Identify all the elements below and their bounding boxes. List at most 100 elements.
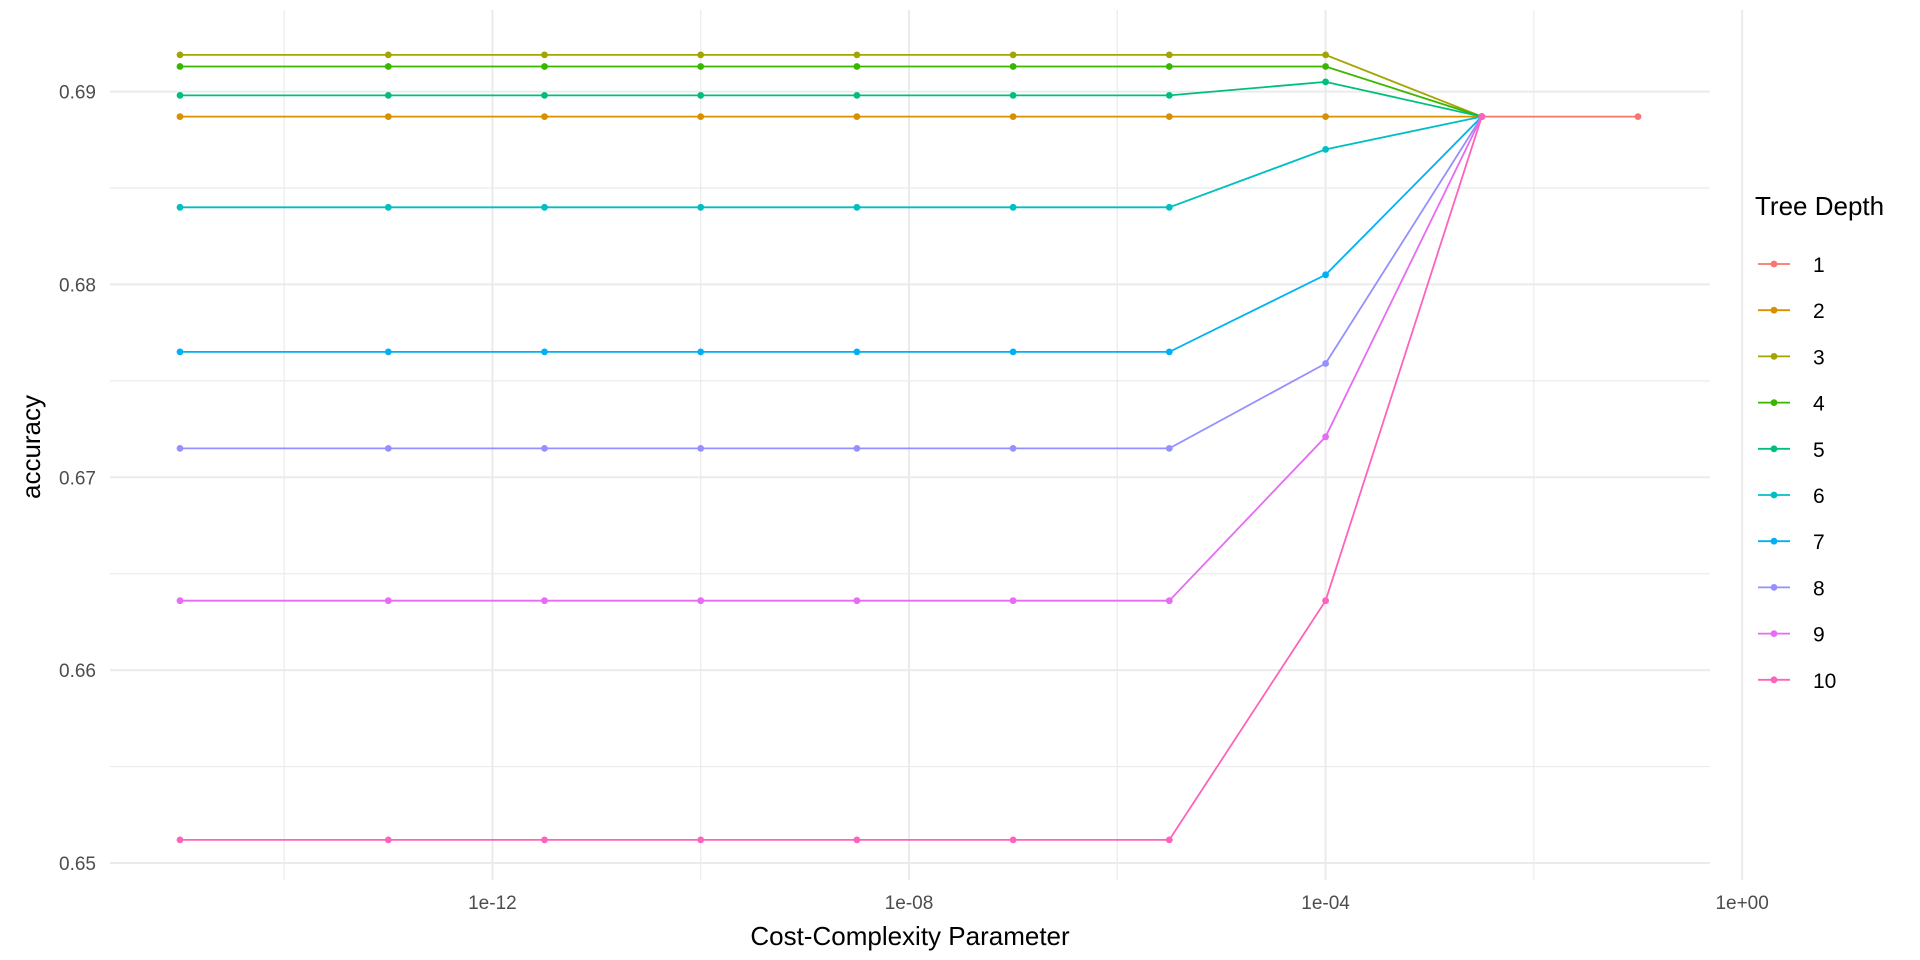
legend-label: 3 [1813, 346, 1825, 369]
data-point [697, 92, 705, 99]
data-point [176, 597, 184, 605]
legend-label: 1 [1813, 254, 1825, 277]
data-point [541, 445, 548, 452]
x-tick-label: 1e-12 [468, 893, 517, 914]
data-point [853, 203, 861, 211]
legend-item-1: 1 [1758, 254, 1825, 277]
data-point [1634, 113, 1642, 120]
legend-key-point [1770, 584, 1778, 591]
legend-item-9: 9 [1758, 624, 1825, 647]
data-point [1322, 360, 1329, 367]
data-point [697, 836, 705, 844]
legend-item-3: 3 [1758, 346, 1825, 369]
legend-label: 2 [1813, 300, 1825, 323]
data-point [384, 836, 392, 844]
legend-label: 4 [1813, 393, 1825, 416]
data-point [1165, 597, 1173, 605]
series-line-8 [180, 116, 1483, 450]
legend-key-point [1770, 306, 1778, 314]
data-point [1165, 63, 1173, 70]
data-point [1009, 51, 1017, 59]
legend-item-4: 4 [1758, 393, 1825, 416]
legend-item-7: 7 [1758, 531, 1825, 554]
data-point [1322, 113, 1329, 120]
data-point [853, 348, 861, 356]
series-line-7 [180, 115, 1483, 353]
series-3 [176, 51, 1486, 120]
data-point [176, 92, 184, 99]
data-point [541, 113, 548, 120]
legend-item-10: 10 [1758, 670, 1836, 693]
x-tick-label: 1e+00 [1715, 893, 1768, 914]
y-tick-label: 0.68 [59, 275, 96, 296]
data-point [541, 51, 548, 59]
data-point [176, 113, 184, 120]
data-point [176, 348, 184, 356]
data-point [1009, 113, 1017, 120]
data-point [176, 63, 184, 70]
grid-layer [110, 10, 1744, 880]
data-point [1009, 445, 1017, 452]
data-point [1322, 271, 1329, 279]
legend-item-2: 2 [1758, 300, 1825, 323]
legend-item-8: 8 [1758, 577, 1825, 600]
data-point [384, 92, 392, 99]
legend: Tree Depth 1 2 3 4 5 6 7 8 9 10 [1755, 191, 1884, 693]
data-point [853, 113, 861, 120]
y-tick-label: 0.69 [59, 83, 96, 104]
series-7 [176, 113, 1486, 356]
data-point [1322, 146, 1329, 153]
data-point [541, 203, 548, 211]
data-point [1165, 445, 1173, 452]
data-point [384, 113, 392, 120]
data-point [384, 63, 392, 70]
data-point [1009, 836, 1017, 844]
legend-title: Tree Depth [1755, 191, 1884, 221]
data-point [1165, 92, 1173, 99]
y-tick-label: 0.66 [59, 661, 96, 682]
data-point [384, 445, 392, 452]
legend-key-point [1770, 260, 1778, 268]
data-point [384, 203, 392, 211]
x-tick-label: 1e-08 [885, 893, 934, 914]
legend-label: 10 [1813, 670, 1836, 693]
axis-layer: 0.65 0.66 0.67 0.68 0.69 1e-12 1e-08 1e-04 1e+00 [59, 83, 1769, 914]
data-point [176, 836, 184, 844]
data-point [697, 51, 705, 59]
x-tick-label: 1e-04 [1301, 893, 1350, 914]
data-point [1322, 597, 1329, 605]
y-tick-label: 0.67 [59, 468, 96, 489]
series-line-9 [180, 116, 1483, 602]
x-axis-title: Cost-Complexity Parameter [750, 921, 1070, 951]
data-point [541, 63, 548, 70]
legend-key-point [1770, 445, 1778, 453]
data-point [1322, 78, 1329, 86]
data-point [176, 51, 184, 59]
data-point [853, 836, 861, 844]
data-point [697, 203, 705, 211]
series-10 [176, 113, 1486, 844]
legend-label: 7 [1813, 531, 1825, 554]
data-point [541, 836, 548, 844]
data-point [1322, 51, 1329, 59]
data-point [853, 51, 861, 59]
legend-item-6: 6 [1758, 485, 1825, 508]
data-point [1009, 203, 1017, 211]
data-point [1165, 113, 1173, 120]
data-point [697, 348, 705, 356]
legend-key-point [1770, 353, 1778, 360]
data-point [541, 597, 548, 605]
series-line-6 [180, 115, 1482, 209]
data-point [697, 63, 705, 70]
data-point [1009, 348, 1017, 356]
series-2 [176, 113, 1486, 120]
data-point [853, 63, 861, 70]
data-point [384, 51, 392, 59]
data-point [853, 597, 861, 605]
data-point [1322, 433, 1329, 441]
data-point [853, 92, 861, 99]
y-tick-label: 0.65 [59, 854, 96, 875]
legend-label: 6 [1813, 485, 1825, 508]
data-point [384, 597, 392, 605]
legend-key-point [1770, 491, 1778, 499]
